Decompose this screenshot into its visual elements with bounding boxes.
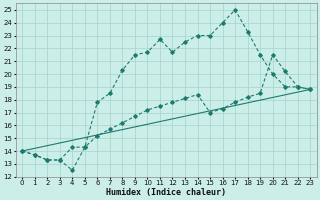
X-axis label: Humidex (Indice chaleur): Humidex (Indice chaleur) (106, 188, 226, 197)
